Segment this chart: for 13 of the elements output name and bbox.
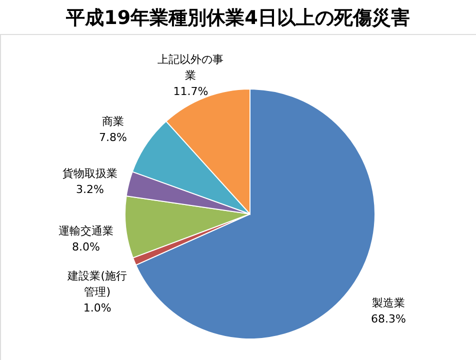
slice-label: 運輸交通業 bbox=[58, 224, 114, 238]
slice-label: 製造業 bbox=[372, 296, 405, 310]
data-label: 7.8% bbox=[98, 131, 127, 144]
data-label: 68.3% bbox=[371, 312, 406, 326]
slice-label: 上記以外の事業 bbox=[158, 53, 224, 82]
slice-label: 商業 bbox=[102, 115, 124, 128]
slice-label: 貨物取扱業 bbox=[62, 166, 118, 180]
data-label: 8.0% bbox=[72, 240, 100, 254]
data-label: 3.2% bbox=[76, 182, 104, 196]
data-label: 1.0% bbox=[83, 302, 112, 315]
chart-title: 平成19年業種別休業4日以上の死傷災害 bbox=[65, 7, 410, 29]
data-label: 11.7% bbox=[173, 85, 208, 98]
slice-label: 建設業(施行管理) bbox=[66, 270, 128, 299]
